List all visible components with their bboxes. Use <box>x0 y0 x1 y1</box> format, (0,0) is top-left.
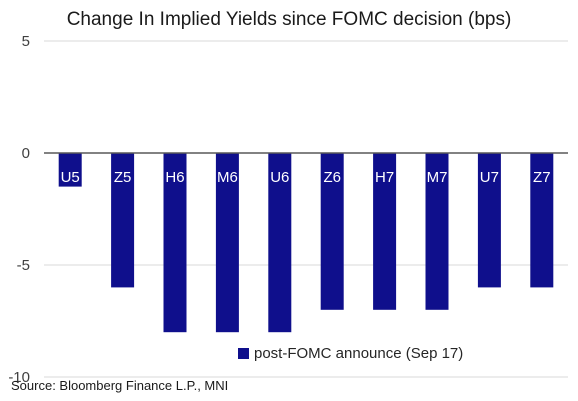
x-tick-label: Z7 <box>533 169 551 186</box>
y-tick-label: -5 <box>17 257 30 274</box>
bar <box>530 153 554 288</box>
x-tick-label: M7 <box>427 169 448 186</box>
x-tick-label: U6 <box>270 169 289 186</box>
y-tick-label: 5 <box>22 33 30 50</box>
legend-swatch <box>238 348 249 359</box>
x-tick-label: Z5 <box>114 169 132 186</box>
bar <box>268 153 292 333</box>
bar <box>320 153 344 310</box>
bar <box>111 153 135 288</box>
bar <box>163 153 187 333</box>
chart-legend: post-FOMC announce (Sep 17) <box>238 345 463 362</box>
bar <box>477 153 501 288</box>
x-tick-label: H7 <box>375 169 394 186</box>
bar <box>58 153 82 187</box>
x-tick-label: H6 <box>165 169 184 186</box>
bar <box>215 153 239 333</box>
x-tick-label: Z6 <box>323 169 341 186</box>
bar <box>373 153 397 310</box>
bar <box>425 153 449 310</box>
chart-title: Change In Implied Yields since FOMC deci… <box>66 9 512 30</box>
chart-source: Source: Bloomberg Finance L.P., MNI <box>11 378 229 393</box>
x-tick-label: U5 <box>61 169 80 186</box>
x-tick-label: M6 <box>217 169 238 186</box>
legend-label: post-FOMC announce (Sep 17) <box>254 345 464 362</box>
y-tick-label: 0 <box>22 145 30 162</box>
x-tick-label: U7 <box>480 169 499 186</box>
y-tick-label: -10 <box>8 369 30 386</box>
